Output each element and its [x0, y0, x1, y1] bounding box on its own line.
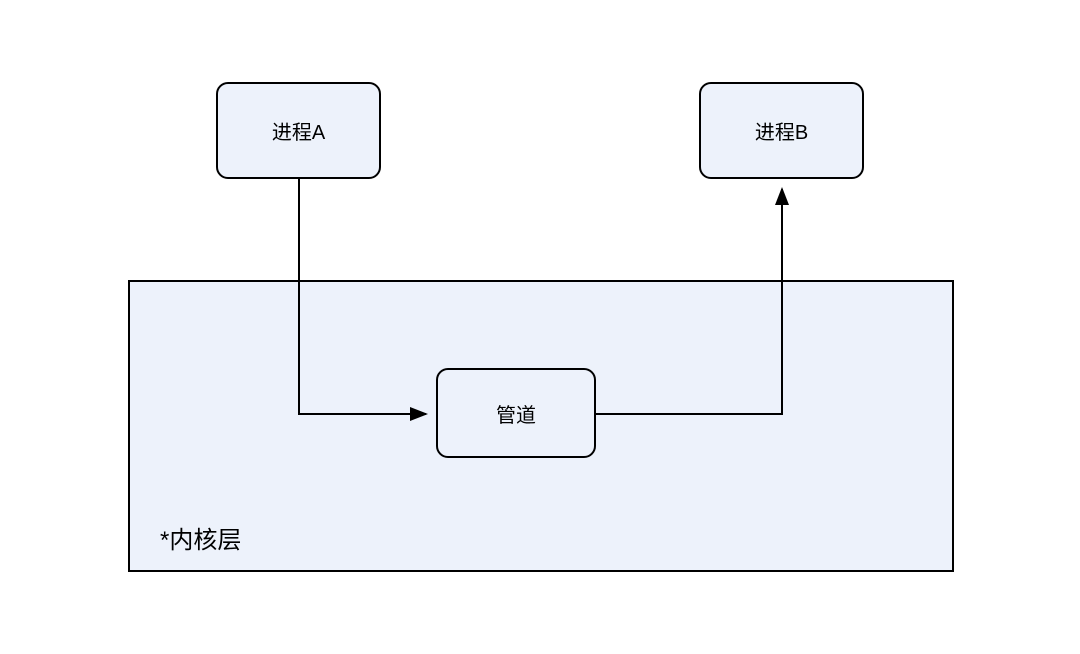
node-process-a-label: 进程A	[272, 116, 325, 145]
node-process-b-label: 进程B	[755, 116, 808, 145]
diagram-root: *内核层 进程A 进程B 管道	[0, 0, 1080, 654]
node-process-b: 进程B	[699, 82, 864, 179]
node-pipe-label: 管道	[496, 399, 536, 428]
node-process-a: 进程A	[216, 82, 381, 179]
node-pipe: 管道	[436, 368, 596, 458]
kernel-layer-label: *内核层	[160, 520, 241, 555]
